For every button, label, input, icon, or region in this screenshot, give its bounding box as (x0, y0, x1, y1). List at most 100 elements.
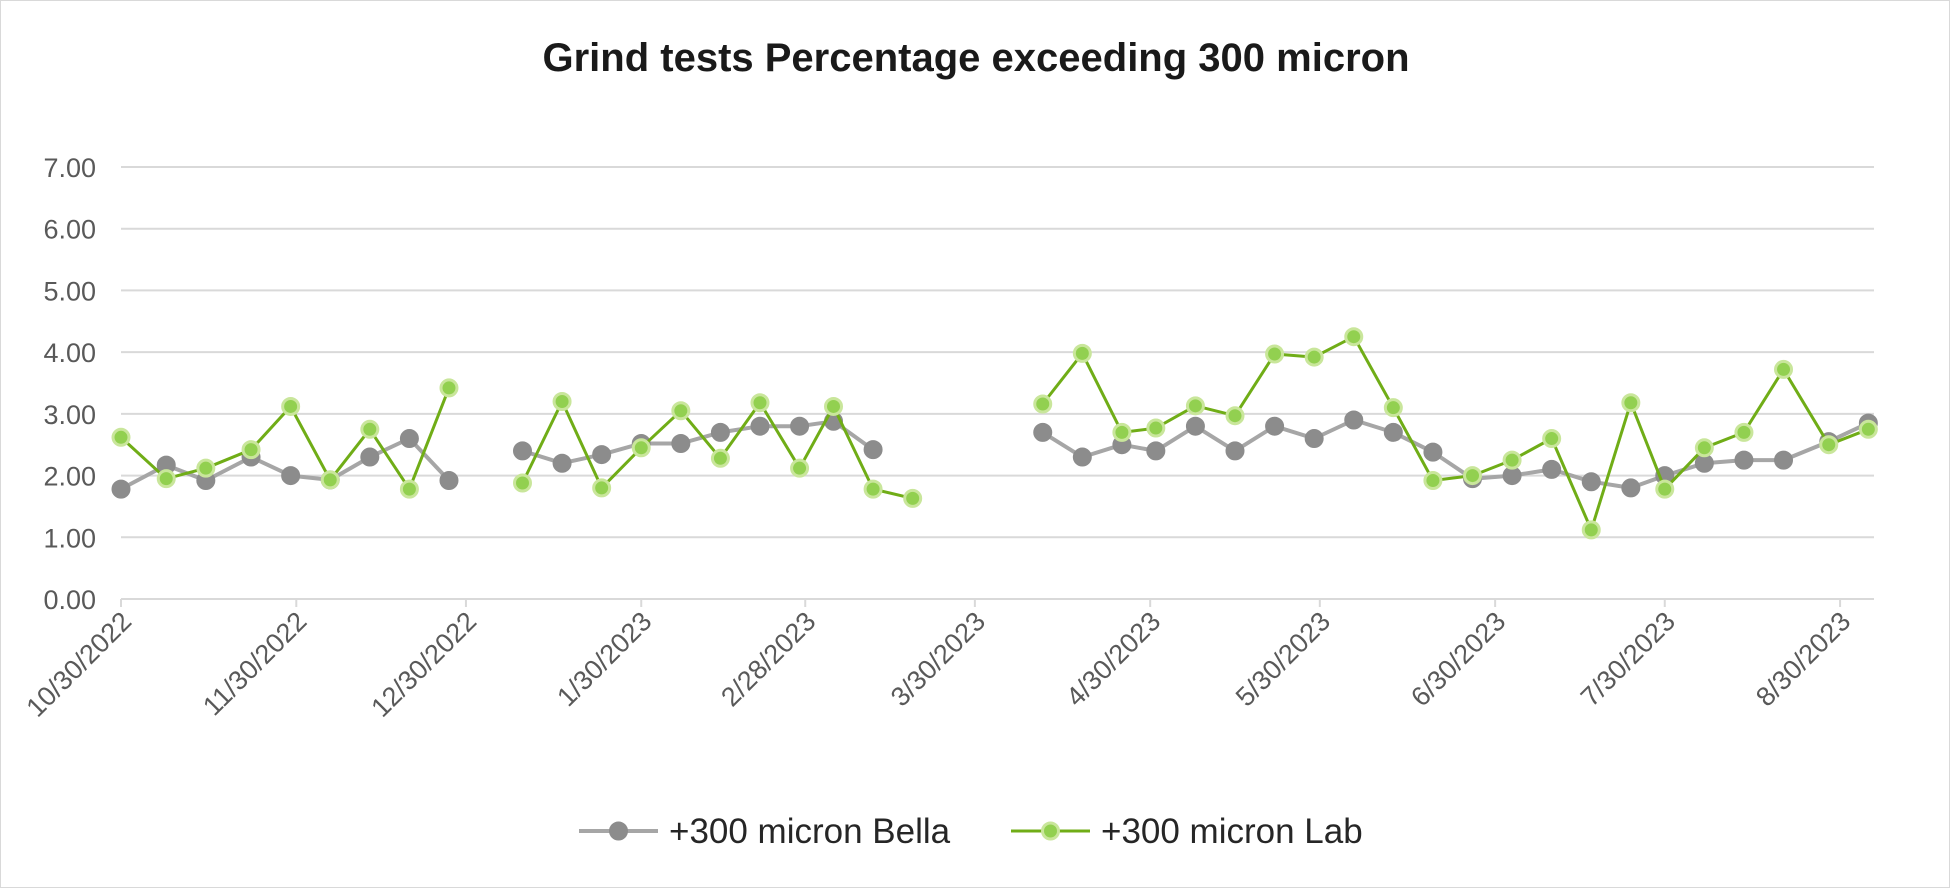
legend-marker (609, 821, 628, 841)
data-point (111, 427, 131, 447)
data-point (1819, 435, 1839, 455)
data-point (1185, 416, 1205, 436)
data-point (790, 458, 810, 478)
data-point (1542, 459, 1562, 479)
x-tick-label: 7/30/2023 (1575, 606, 1681, 712)
x-tick-label: 10/30/2022 (20, 606, 137, 723)
data-point (750, 393, 770, 413)
data-point (1621, 478, 1641, 498)
y-tick-label: 5.00 (43, 276, 96, 306)
data-point (196, 458, 216, 478)
legend-marker (1041, 821, 1060, 841)
y-tick-label: 3.00 (43, 400, 96, 430)
data-point (863, 440, 883, 460)
data-point (1774, 450, 1794, 470)
x-tick-label: 6/30/2023 (1405, 606, 1511, 712)
data-point (360, 447, 380, 467)
data-point (592, 478, 612, 498)
y-tick-label: 4.00 (43, 338, 96, 368)
data-point (1621, 393, 1641, 413)
data-point (903, 488, 923, 508)
data-point (1033, 394, 1053, 414)
data-point (1694, 438, 1714, 458)
data-point (1344, 410, 1364, 430)
data-point (399, 429, 419, 449)
data-point (1383, 398, 1403, 418)
data-point (1265, 344, 1285, 364)
data-point (156, 469, 176, 489)
y-tick-label: 2.00 (43, 462, 96, 492)
series-line (1041, 418, 1870, 490)
data-point (1265, 416, 1285, 436)
data-point (552, 392, 572, 412)
x-tick-label: 8/30/2023 (1750, 606, 1856, 712)
data-point (1774, 359, 1794, 379)
chart-title: Grind tests Percentage exceeding 300 mic… (542, 36, 1409, 80)
legend-label: +300 micron Bella (669, 812, 951, 851)
data-point (1072, 343, 1092, 363)
data-point (360, 419, 380, 439)
data-point (552, 453, 572, 473)
data-point (111, 479, 131, 499)
data-point (1463, 466, 1483, 486)
data-point (1225, 441, 1245, 461)
x-tick-label: 4/30/2023 (1060, 606, 1166, 712)
data-point (710, 448, 730, 468)
data-point (1304, 347, 1324, 367)
data-point (241, 440, 261, 460)
y-tick-label: 0.00 (43, 585, 96, 615)
data-point (399, 479, 419, 499)
series-layer (111, 327, 1878, 540)
data-point (1581, 520, 1601, 540)
data-point (512, 441, 532, 461)
grid-layer (121, 166, 1874, 539)
data-point (1542, 429, 1562, 449)
data-point (671, 433, 691, 453)
x-tick-label: 3/30/2023 (885, 606, 991, 712)
x-tick-label: 2/28/2023 (715, 606, 821, 712)
data-point (320, 470, 340, 490)
data-point (1185, 396, 1205, 416)
data-point (512, 473, 532, 493)
data-point (1112, 422, 1132, 442)
legend: +300 micron Bella +300 micron Lab (579, 812, 1363, 851)
data-point (1304, 429, 1324, 449)
data-point (1033, 422, 1053, 442)
data-point (824, 396, 844, 416)
series-lab (111, 327, 1878, 540)
data-point (631, 438, 651, 458)
data-point (710, 422, 730, 442)
data-point (1734, 450, 1754, 470)
y-tick-label: 7.00 (43, 153, 96, 183)
data-point (863, 479, 883, 499)
data-point (790, 416, 810, 436)
x-tick-label: 11/30/2022 (197, 606, 312, 721)
data-point (1225, 406, 1245, 426)
data-point (592, 445, 612, 465)
data-point (1344, 327, 1364, 347)
x-tick-label: 5/30/2023 (1230, 606, 1336, 712)
axis-layer: 0.00 1.00 2.00 3.00 4.00 5.00 6.00 7.00 10/30/20… (20, 153, 1874, 723)
data-point (281, 466, 301, 486)
x-tick-label: 12/30/2022 (365, 606, 482, 723)
data-point (1423, 442, 1443, 462)
legend-item: +300 micron Bella (579, 812, 951, 851)
data-point (1423, 471, 1443, 491)
data-point (1146, 418, 1166, 438)
data-point (439, 378, 459, 398)
data-point (439, 471, 459, 491)
data-point (1383, 422, 1403, 442)
series-line (521, 419, 875, 466)
data-point (1502, 450, 1522, 470)
data-point (1734, 422, 1754, 442)
legend-item: +300 micron Lab (1011, 812, 1363, 851)
data-point (750, 416, 770, 436)
y-tick-label: 1.00 (43, 523, 96, 553)
x-tick-label: 1/30/2023 (551, 606, 657, 712)
y-tick-label: 6.00 (43, 215, 96, 245)
data-point (1858, 419, 1878, 439)
data-point (281, 396, 301, 416)
data-point (1072, 447, 1092, 467)
